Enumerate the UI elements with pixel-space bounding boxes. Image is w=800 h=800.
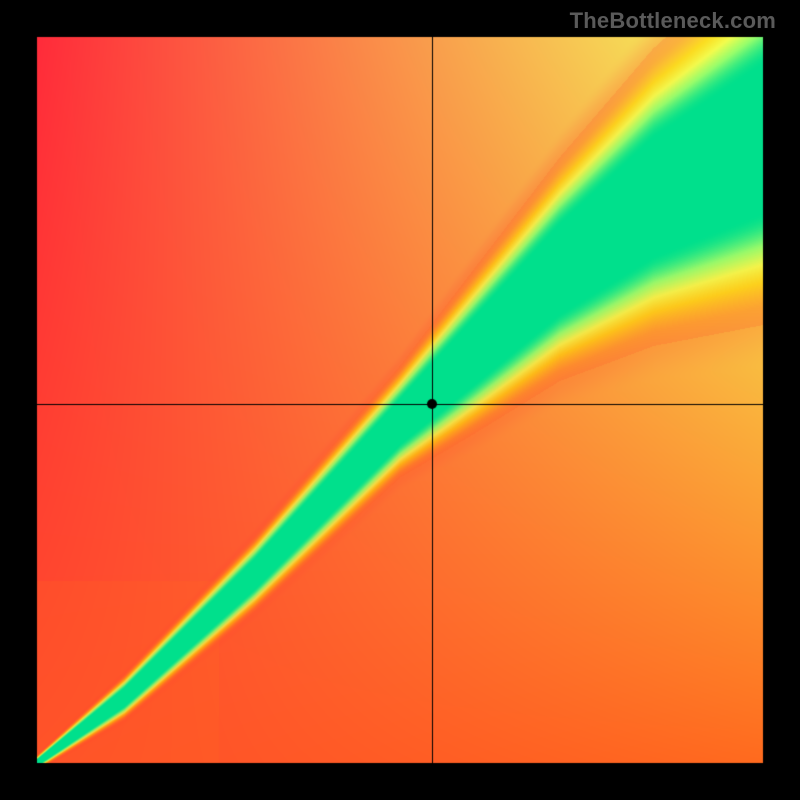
root: TheBottleneck.com [0,0,800,800]
heatmap-canvas [0,0,800,800]
attribution-label: TheBottleneck.com [570,8,776,34]
